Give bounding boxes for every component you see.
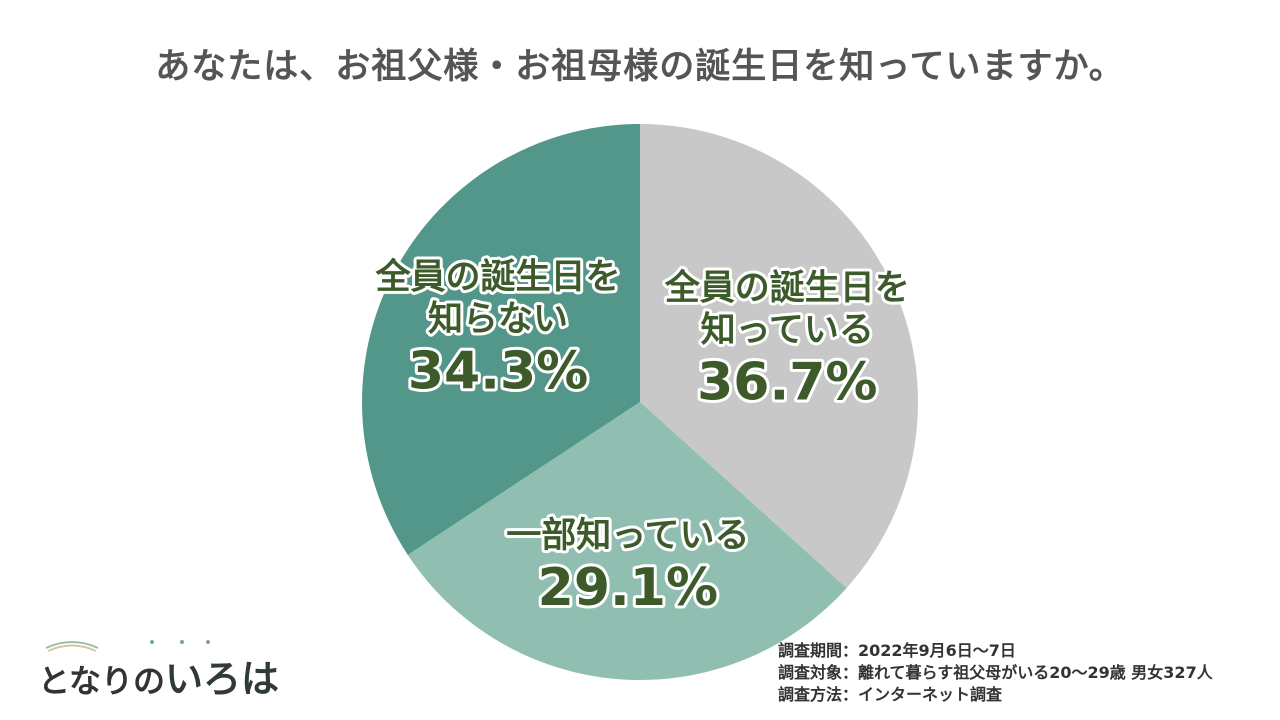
chart-title: あなたは、お祖父様・お祖母様の誕生日を知っていますか。: [155, 47, 1125, 87]
logo-text-main: となりの: [38, 662, 166, 700]
logo-text: となりのいろは: [38, 648, 279, 703]
pie-label-2-1: 知らない: [428, 300, 568, 340]
pie-label-0-0: 全員の誕生日を: [664, 267, 910, 308]
pie-label-1-1: 29.1%: [538, 558, 718, 618]
pie-label-0-2: 36.7%: [697, 352, 877, 412]
survey-method: 調査方法：インターネット調査: [778, 685, 1003, 704]
survey-notes: 調査期間：2022年9月6日～7日 調査対象：離れて暮らす祖父母がいる20～29…: [778, 640, 1213, 706]
pie-label-2-2: 34.3%: [408, 342, 588, 402]
logo: となりのいろは: [38, 638, 279, 701]
pie-label-0-1: 知っている: [701, 310, 874, 350]
pie-slice-0: [640, 124, 918, 588]
survey-target: 調査対象：離れて暮らす祖父母がいる20～29歳 男女327人: [778, 663, 1213, 682]
pie-label-2-0: 全員の誕生日を: [375, 257, 621, 298]
pie-label-1-0: 一部知っている: [506, 516, 749, 556]
survey-period: 調査期間：2022年9月6日～7日: [778, 641, 1016, 660]
logo-text-accent: いろは: [165, 657, 280, 701]
logo-arc-icon: [45, 640, 210, 652]
pie-slice-2: [362, 124, 640, 555]
pie-slice-1: [407, 402, 847, 680]
